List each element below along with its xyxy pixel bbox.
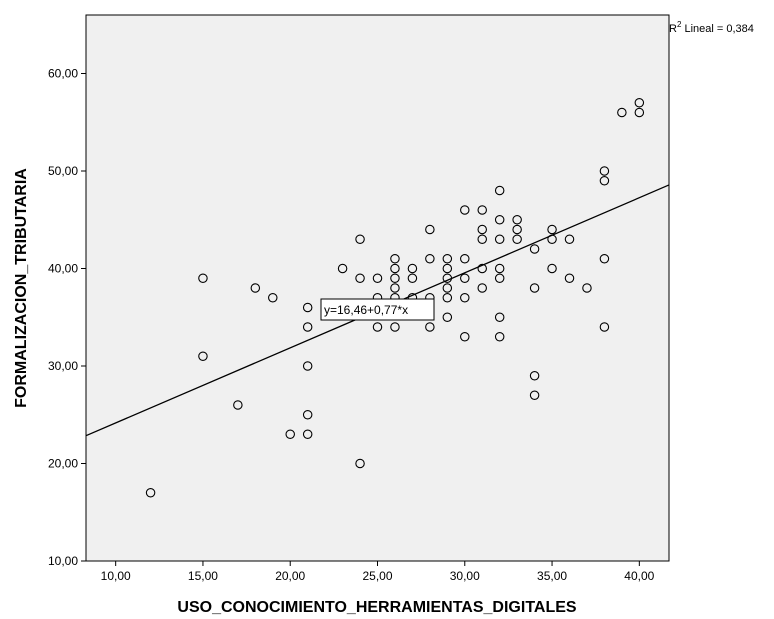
data-point [477, 205, 487, 215]
data-point [460, 292, 470, 303]
data-point [233, 400, 243, 410]
data-point [634, 98, 645, 108]
x-tick-label: 30,00 [450, 569, 480, 583]
data-point [512, 215, 522, 225]
data-point [582, 283, 592, 293]
data-point [355, 234, 365, 245]
data-point [494, 273, 505, 283]
data-point [494, 215, 505, 225]
data-point [442, 292, 453, 303]
data-point [355, 273, 365, 283]
equation-box [320, 298, 435, 321]
data-point [442, 263, 453, 274]
y-tick-label: 50,00 [48, 164, 78, 178]
r2-superscript: 2 [677, 20, 682, 29]
data-point [425, 224, 435, 235]
x-tick-label: 35,00 [537, 569, 567, 583]
data-point [460, 273, 470, 283]
x-axis-title: USO_CONOCIMIENTO_HERRAMIENTAS_DIGITALES [177, 599, 576, 616]
data-point [547, 263, 557, 274]
x-tick-label: 15,00 [188, 569, 218, 583]
data-point [442, 254, 453, 264]
data-point [302, 409, 313, 420]
data-point [460, 254, 470, 264]
y-tick-label: 10,00 [48, 554, 78, 568]
data-point [599, 166, 610, 176]
data-point [564, 273, 575, 283]
data-point [529, 390, 540, 400]
data-point [477, 283, 487, 293]
data-point [460, 331, 470, 342]
y-tick-label: 40,00 [48, 262, 78, 276]
data-point [302, 322, 313, 332]
y-axis-title: FORMALIZACION_TRIBUTARIA [13, 168, 30, 408]
data-point [198, 351, 208, 361]
data-point [599, 176, 610, 186]
data-point [599, 322, 610, 332]
data-point [285, 429, 295, 439]
data-point [460, 205, 470, 215]
data-point [529, 370, 540, 381]
data-point [198, 273, 208, 283]
data-point [529, 244, 540, 254]
x-tick-label: 10,00 [101, 569, 131, 583]
data-point [302, 429, 313, 439]
data-point [599, 254, 610, 264]
data-point [494, 331, 505, 342]
data-point [355, 458, 365, 469]
data-point [634, 107, 645, 118]
r2-prefix: R [669, 23, 677, 35]
data-point [564, 234, 575, 245]
data-point [302, 302, 313, 313]
x-tick-label: 25,00 [362, 569, 392, 583]
data-point [425, 322, 435, 332]
data-point [494, 234, 505, 245]
data-point [372, 322, 383, 332]
data-point [442, 273, 453, 283]
data-point [494, 263, 505, 274]
data-point [547, 224, 557, 235]
data-point [407, 263, 418, 274]
r2-suffix: Lineal = 0,384 [681, 23, 753, 35]
data-point [477, 263, 487, 274]
data-point [390, 263, 400, 274]
data-point [390, 273, 400, 283]
data-point [477, 234, 487, 245]
x-tick-label: 20,00 [275, 569, 305, 583]
r2-label: R2 Lineal = 0,384 [669, 20, 754, 35]
x-tick-label: 40,00 [624, 569, 654, 583]
data-point [494, 312, 505, 322]
data-point [442, 312, 453, 322]
data-point [617, 107, 627, 118]
plot-area [85, 14, 670, 562]
y-tick-label: 20,00 [48, 457, 78, 471]
data-point [390, 254, 400, 264]
data-point [250, 283, 261, 293]
data-point [512, 224, 522, 235]
data-point [442, 283, 453, 293]
chart-marks: 10,00 15,00 20,00 25,00 30,00 35,00 40,00 10,00… [48, 67, 670, 583]
y-tick-label: 60,00 [48, 67, 78, 81]
data-point [390, 322, 400, 332]
data-point [390, 283, 400, 293]
data-point [477, 224, 487, 235]
y-tick-label: 30,00 [48, 359, 78, 373]
data-point [268, 292, 278, 303]
data-point [145, 487, 156, 498]
data-point [512, 234, 522, 245]
data-point [494, 185, 505, 196]
data-point [547, 234, 557, 245]
data-point [529, 283, 540, 293]
data-point [337, 263, 348, 274]
equation-label: y=16,46+0,77*x [324, 303, 408, 317]
data-point [425, 254, 435, 264]
data-point [372, 273, 383, 283]
data-point [407, 273, 418, 283]
data-point [302, 361, 313, 371]
